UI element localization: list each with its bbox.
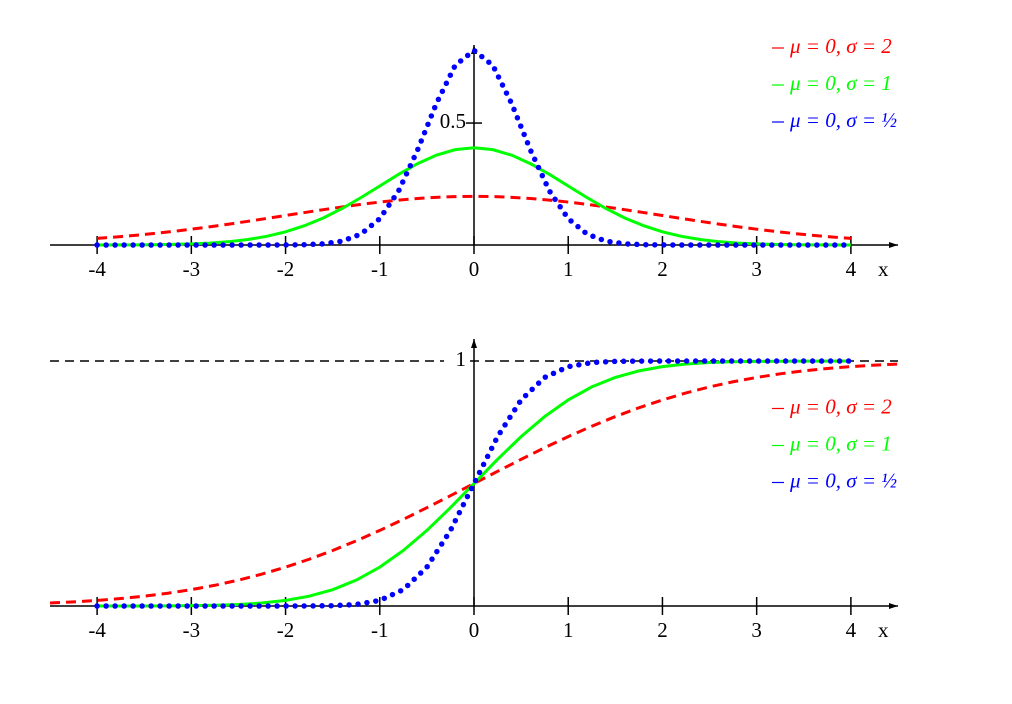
x-tick-label: 0	[469, 618, 480, 642]
x-tick-label: -1	[371, 618, 389, 642]
legend-label: μ = 0, σ = 1	[789, 71, 892, 95]
x-tick-label: 2	[657, 618, 668, 642]
x-tick-label: -3	[183, 257, 201, 281]
tick-label-bg	[444, 349, 468, 374]
x-tick-label: -2	[277, 257, 295, 281]
legend-label: μ = 0, σ = 2	[789, 394, 892, 418]
series-line	[96, 194, 852, 240]
x-axis-arrow	[889, 242, 898, 248]
x-axis-arrow	[889, 603, 898, 609]
x-axis-label: x	[878, 618, 889, 642]
x-tick-label: -4	[88, 257, 106, 281]
x-tick-label: 0	[469, 257, 480, 281]
series-line	[94, 358, 854, 609]
legend-label: μ = 0, σ = ½	[789, 108, 897, 132]
x-tick-label: 4	[846, 257, 857, 281]
legend-label: μ = 0, σ = 2	[789, 34, 892, 58]
y-tick-label: 1	[456, 347, 467, 371]
x-tick-label: -3	[183, 618, 201, 642]
y-axis-arrow	[471, 339, 477, 348]
legend-label: μ = 0, σ = 1	[789, 431, 892, 455]
x-tick-label: -2	[277, 618, 295, 642]
x-tick-label: -1	[371, 257, 389, 281]
x-tick-label: 3	[751, 257, 762, 281]
x-tick-label: 1	[563, 618, 574, 642]
x-axis-label: x	[878, 257, 889, 281]
x-tick-label: -4	[88, 618, 106, 642]
x-tick-label: 4	[846, 618, 857, 642]
legend-label: μ = 0, σ = ½	[789, 468, 897, 492]
y-tick-label: 0.5	[440, 109, 466, 133]
series-line	[94, 46, 854, 248]
x-tick-label: 1	[563, 257, 574, 281]
x-tick-label: 2	[657, 257, 668, 281]
x-tick-label: 3	[751, 618, 762, 642]
series-line	[97, 146, 851, 247]
